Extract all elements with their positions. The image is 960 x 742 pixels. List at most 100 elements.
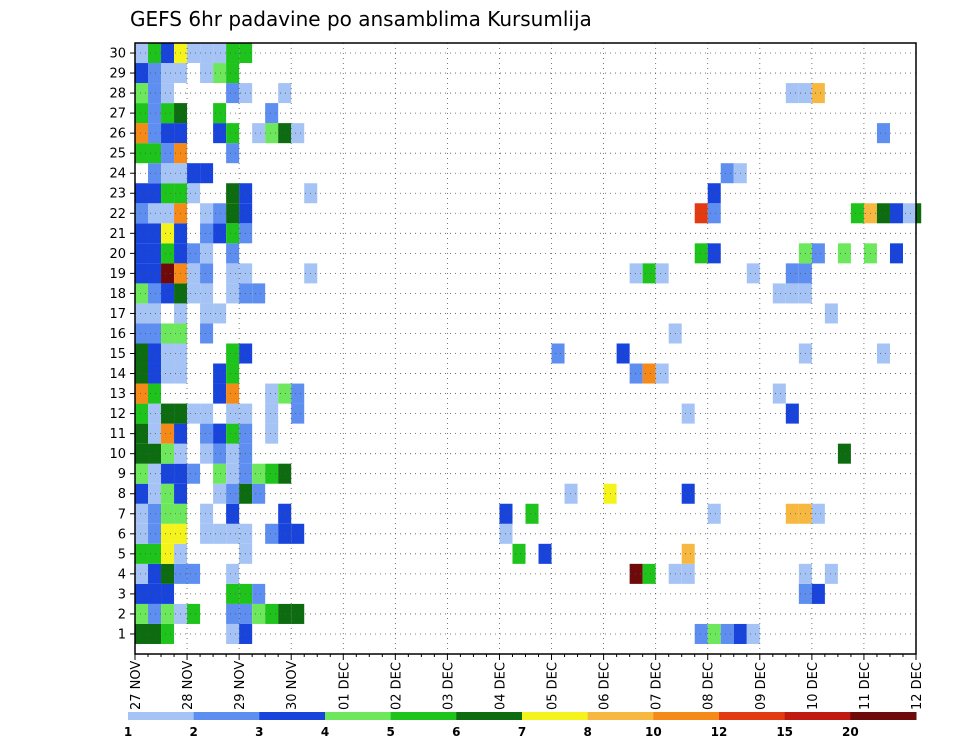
y-tick-label: 3	[118, 587, 126, 602]
y-tick-label: 10	[109, 447, 126, 462]
data-cell	[226, 523, 240, 544]
legend-swatch	[653, 712, 720, 720]
data-cell	[148, 583, 162, 604]
data-cell	[148, 143, 162, 164]
data-cell	[200, 263, 214, 284]
data-cell	[629, 363, 643, 384]
x-tick-label: 09 DEC	[754, 662, 769, 710]
data-cell	[226, 283, 240, 304]
data-cell	[200, 243, 214, 264]
x-tick-label: 05 DEC	[546, 662, 561, 710]
data-cell	[707, 503, 721, 524]
data-cell	[811, 83, 825, 104]
legend-label: 5	[386, 725, 394, 739]
legend-label: 12	[711, 725, 728, 739]
y-tick-label: 17	[109, 307, 126, 322]
data-cell	[876, 123, 890, 144]
data-cell	[252, 583, 266, 604]
data-cell	[226, 123, 240, 144]
data-cell	[161, 463, 175, 484]
data-cell	[148, 463, 162, 484]
data-cell	[161, 583, 175, 604]
data-cell	[135, 43, 149, 64]
data-cell	[135, 83, 149, 104]
y-tick-label: 25	[109, 147, 126, 162]
data-cell	[213, 363, 227, 384]
data-cell	[278, 83, 292, 104]
data-cell	[200, 443, 214, 464]
data-cell	[824, 563, 838, 584]
legend-swatch	[522, 712, 589, 720]
data-cell	[148, 223, 162, 244]
data-cell	[226, 43, 240, 64]
data-cell	[655, 263, 669, 284]
data-cell	[824, 303, 838, 324]
y-tick-label: 30	[109, 47, 126, 62]
data-cell	[213, 443, 227, 464]
data-cell	[720, 623, 734, 644]
legend-label: 15	[776, 725, 793, 739]
data-cell	[772, 383, 786, 404]
data-cell	[148, 383, 162, 404]
data-cell	[148, 283, 162, 304]
data-cell	[226, 383, 240, 404]
data-cell	[148, 483, 162, 504]
data-cell	[616, 343, 630, 364]
data-cell	[161, 523, 175, 544]
data-cell	[148, 43, 162, 64]
data-cell	[746, 623, 760, 644]
data-cell	[785, 403, 799, 424]
data-cell	[135, 363, 149, 384]
data-cell	[187, 183, 201, 204]
data-cell	[135, 443, 149, 464]
data-cell	[226, 143, 240, 164]
data-cell	[551, 343, 565, 364]
data-cell	[187, 283, 201, 304]
data-cells	[135, 43, 922, 644]
data-cell	[226, 203, 240, 224]
data-cell	[161, 143, 175, 164]
data-cell	[265, 423, 279, 444]
legend-label: 7	[518, 725, 526, 739]
data-cell	[148, 603, 162, 624]
data-cell	[161, 263, 175, 284]
data-cell	[135, 523, 149, 544]
data-cell	[161, 603, 175, 624]
data-cell	[642, 563, 656, 584]
data-cell	[226, 183, 240, 204]
legend-swatch	[193, 712, 260, 720]
data-cell	[135, 223, 149, 244]
data-cell	[278, 603, 292, 624]
data-cell	[681, 543, 695, 564]
data-cell	[148, 83, 162, 104]
data-cell	[135, 503, 149, 524]
data-cell	[785, 503, 799, 524]
data-cell	[200, 163, 214, 184]
data-cell	[161, 163, 175, 184]
data-cell	[161, 183, 175, 204]
data-cell	[213, 63, 227, 84]
data-cell	[772, 283, 786, 304]
data-cell	[135, 103, 149, 124]
data-cell	[226, 403, 240, 424]
data-cell	[161, 83, 175, 104]
x-tick-label: 07 DEC	[650, 662, 665, 710]
data-cell	[135, 63, 149, 84]
data-cell	[213, 483, 227, 504]
data-cell	[148, 423, 162, 444]
data-cell	[161, 63, 175, 84]
data-cell	[200, 303, 214, 324]
x-tick-label: 08 DEC	[702, 662, 717, 710]
data-cell	[252, 123, 266, 144]
data-cell	[213, 523, 227, 544]
data-cell	[642, 263, 656, 284]
data-cell	[187, 463, 201, 484]
x-tick-label: 11 DEC	[858, 662, 873, 710]
data-cell	[148, 243, 162, 264]
data-cell	[681, 483, 695, 504]
data-cell	[226, 583, 240, 604]
y-axis-ticks: 1234567891011121314151617181920212223242…	[109, 47, 135, 642]
y-tick-label: 27	[109, 107, 126, 122]
data-cell	[876, 343, 890, 364]
data-cell	[291, 523, 305, 544]
